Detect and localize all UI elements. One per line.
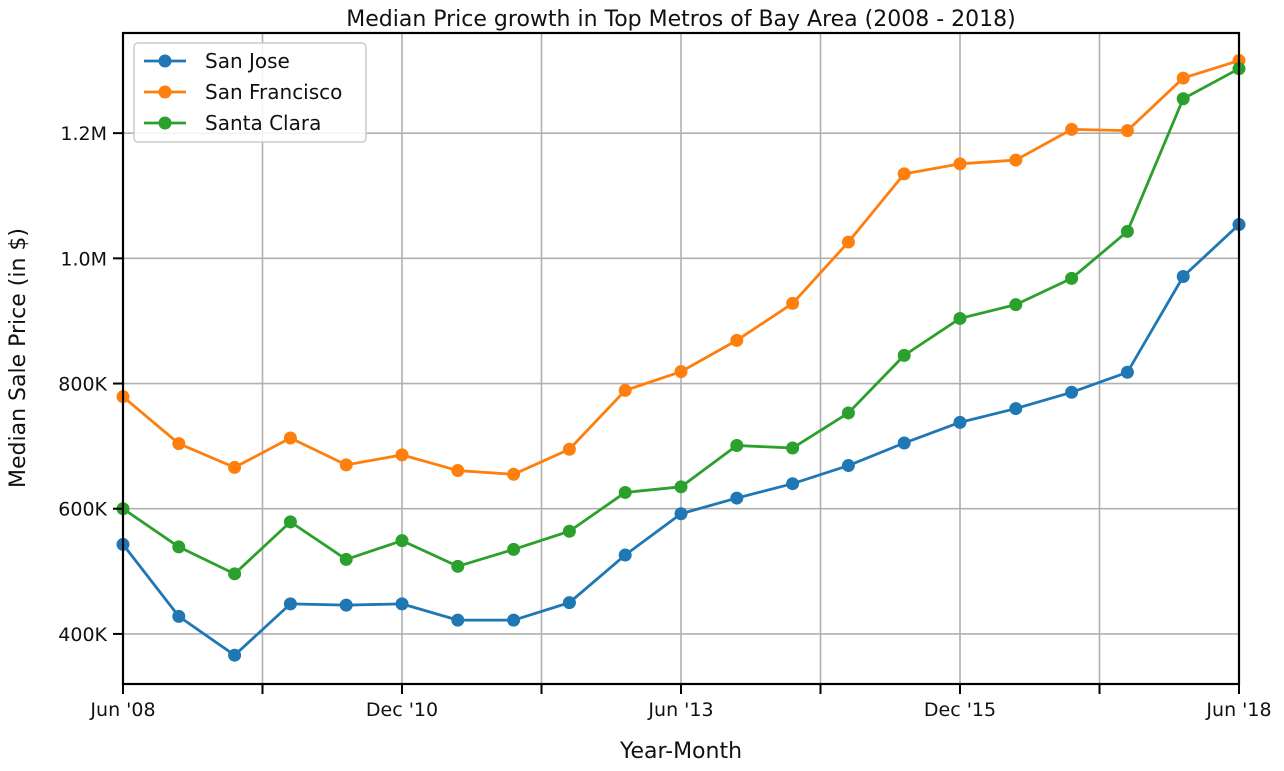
legend-swatch-marker <box>158 85 172 99</box>
data-point-san-francisco <box>841 235 855 249</box>
data-point-santa-clara <box>1065 271 1079 285</box>
data-point-san-jose <box>953 415 967 429</box>
data-point-san-jose <box>507 613 521 627</box>
y-tick-label: 600K <box>58 499 107 521</box>
legend-swatch-marker <box>158 116 172 130</box>
data-point-san-jose <box>1176 269 1190 283</box>
data-point-san-francisco <box>1120 124 1134 138</box>
data-point-santa-clara <box>841 406 855 420</box>
data-point-san-francisco <box>1009 153 1023 167</box>
legend-swatch-marker <box>158 54 172 68</box>
data-point-san-jose <box>283 597 297 611</box>
data-point-santa-clara <box>730 439 744 453</box>
data-point-san-francisco <box>172 437 186 451</box>
data-point-san-francisco <box>507 467 521 481</box>
data-point-santa-clara <box>507 542 521 556</box>
data-point-san-jose <box>228 648 242 662</box>
data-point-san-jose <box>339 598 353 612</box>
data-point-santa-clara <box>1176 92 1190 106</box>
y-tick-label: 1.2M <box>60 123 107 145</box>
data-point-san-francisco <box>283 431 297 445</box>
data-point-san-jose <box>841 459 855 473</box>
data-point-san-francisco <box>562 442 576 456</box>
data-point-san-francisco <box>674 365 688 379</box>
x-tick-label: Dec '15 <box>924 699 996 721</box>
data-point-san-francisco <box>339 458 353 472</box>
data-point-san-francisco <box>395 448 409 462</box>
y-tick-label: 1.0M <box>60 248 107 270</box>
data-point-san-jose <box>730 491 744 505</box>
data-point-santa-clara <box>953 311 967 325</box>
data-point-san-jose <box>451 613 465 627</box>
data-point-san-francisco <box>1176 71 1190 85</box>
data-point-santa-clara <box>562 524 576 538</box>
chart-title: Median Price growth in Top Metros of Bay… <box>346 7 1015 32</box>
legend-label: San Jose <box>205 49 290 73</box>
data-point-santa-clara <box>283 515 297 529</box>
data-point-santa-clara <box>618 485 632 499</box>
x-axis: Jun '08 Dec '10 Jun '13 Dec '15 Jun '18 <box>89 684 1272 721</box>
data-point-san-francisco <box>451 464 465 478</box>
data-point-santa-clara <box>339 552 353 566</box>
y-axis: 400K 600K 800K 1.0M 1.2M <box>58 123 123 646</box>
x-tick-label: Jun '08 <box>89 699 155 721</box>
data-point-san-francisco <box>730 333 744 347</box>
x-axis-label: Year-Month <box>619 739 742 764</box>
data-point-san-francisco <box>1065 122 1079 136</box>
legend-box <box>133 42 367 143</box>
y-axis-label: Median Sale Price (in $) <box>6 228 31 488</box>
data-point-san-jose <box>562 596 576 610</box>
data-point-santa-clara <box>228 567 242 581</box>
data-point-santa-clara <box>172 540 186 554</box>
y-tick-label: 400K <box>58 624 107 646</box>
data-point-san-jose <box>172 609 186 623</box>
data-point-san-francisco <box>228 460 242 474</box>
data-point-san-jose <box>1009 402 1023 416</box>
data-point-santa-clara <box>674 480 688 494</box>
data-point-san-jose <box>897 436 911 450</box>
data-point-san-jose <box>1065 385 1079 399</box>
data-point-san-jose <box>618 548 632 562</box>
series-layer <box>116 54 1246 662</box>
data-point-san-jose <box>674 507 688 521</box>
data-point-san-francisco <box>786 296 800 310</box>
data-point-san-jose <box>786 477 800 491</box>
data-point-santa-clara <box>1009 298 1023 312</box>
data-point-santa-clara <box>1120 224 1134 238</box>
data-point-santa-clara <box>786 441 800 455</box>
data-point-san-jose <box>1120 365 1134 379</box>
data-point-san-jose <box>395 597 409 611</box>
x-tick-label: Dec '10 <box>366 699 438 721</box>
data-point-santa-clara <box>395 534 409 548</box>
data-point-santa-clara <box>897 348 911 362</box>
data-point-san-francisco <box>953 157 967 171</box>
data-point-santa-clara <box>451 559 465 573</box>
legend: San Jose San Francisco Santa Clara <box>133 42 367 143</box>
data-point-san-francisco <box>618 383 632 397</box>
x-tick-label: Jun '13 <box>647 699 713 721</box>
y-tick-label: 800K <box>58 374 107 396</box>
data-point-san-francisco <box>897 167 911 181</box>
grid <box>122 33 1240 684</box>
x-tick-label: Jun '18 <box>1205 699 1271 721</box>
legend-label: Santa Clara <box>205 111 321 135</box>
legend-label: San Francisco <box>205 80 342 104</box>
